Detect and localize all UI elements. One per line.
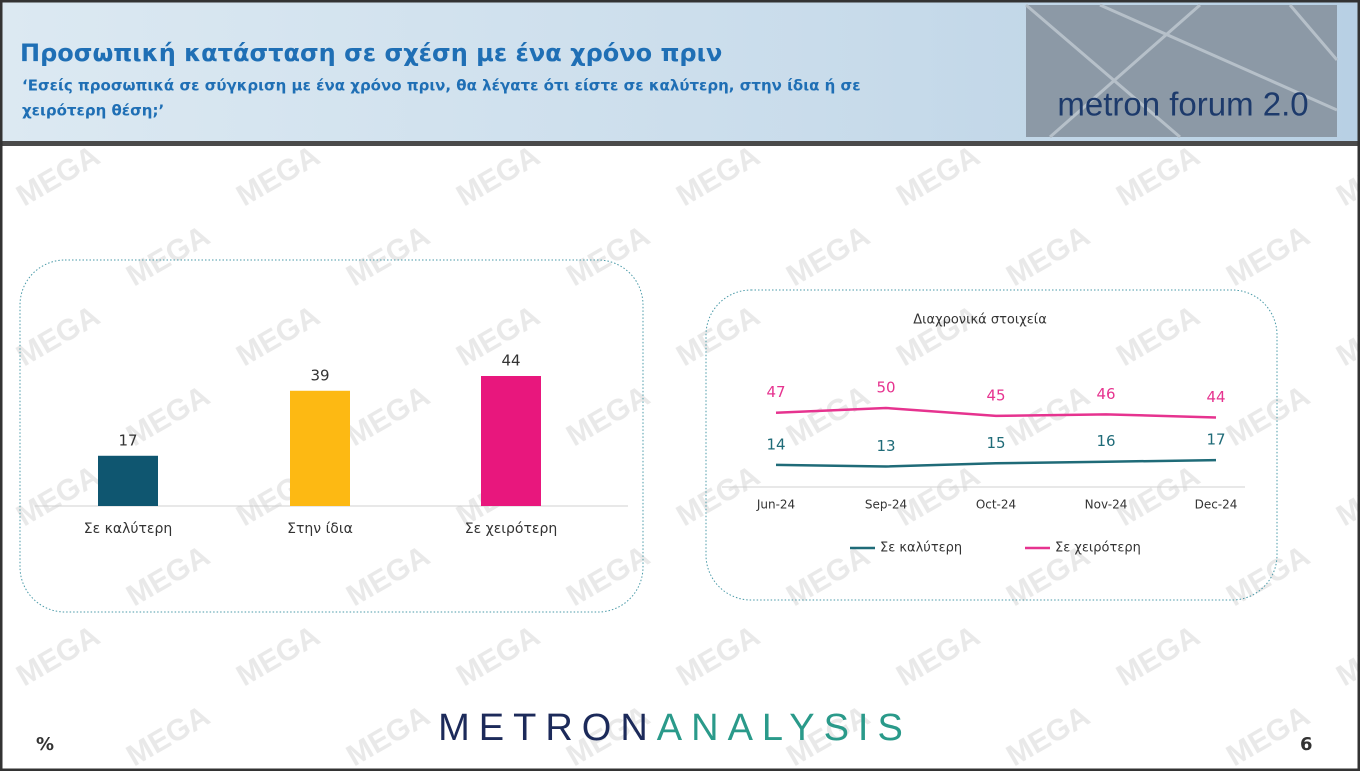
value-label: 44 bbox=[501, 352, 520, 370]
watermark: MEGA bbox=[561, 539, 655, 613]
brand-second: ANALYSIS bbox=[657, 707, 912, 749]
category-label: Σε καλύτερη bbox=[84, 521, 172, 537]
watermark: MEGA bbox=[231, 619, 325, 693]
category-label: Σε χειρότερη bbox=[465, 521, 557, 537]
legend-label: Σε χειρότερη bbox=[1055, 541, 1141, 556]
brand-first: METRON bbox=[438, 707, 657, 749]
x-tick-label: Jun-24 bbox=[756, 498, 795, 512]
x-tick-label: Nov-24 bbox=[1085, 498, 1128, 512]
watermark: MEGA bbox=[1331, 459, 1360, 533]
chart-title: Διαχρονικά στοιχεία bbox=[913, 313, 1047, 328]
watermark: MEGA bbox=[121, 699, 215, 771]
bar bbox=[98, 455, 158, 506]
watermark: MEGA bbox=[781, 539, 875, 613]
value-label: 47 bbox=[766, 383, 785, 401]
value-label: 16 bbox=[1096, 432, 1115, 450]
watermark: MEGA bbox=[1111, 459, 1205, 533]
line bbox=[775, 458, 1217, 468]
bar bbox=[481, 376, 541, 506]
watermark: MEGA bbox=[451, 299, 545, 373]
value-label: 13 bbox=[876, 437, 895, 455]
watermark: MEGA bbox=[121, 219, 215, 293]
bar bbox=[290, 390, 350, 506]
brand: METRONANALYSIS bbox=[438, 707, 912, 749]
watermark: MEGA bbox=[671, 619, 765, 693]
slide-title: Προσωπική κατάσταση σε σχέση με ένα χρόν… bbox=[20, 39, 722, 67]
logo-decor bbox=[1025, 3, 1339, 139]
category-label: Στην ίδια bbox=[287, 521, 353, 537]
watermark: MEGA bbox=[781, 219, 875, 293]
watermark: MEGA bbox=[1331, 619, 1360, 693]
watermark: MEGA bbox=[1221, 219, 1315, 293]
value-label: 17 bbox=[118, 431, 137, 449]
watermark: MEGA bbox=[1221, 379, 1315, 453]
watermark: MEGA bbox=[561, 219, 655, 293]
watermark: MEGA bbox=[341, 539, 435, 613]
watermark: MEGA bbox=[891, 299, 985, 373]
x-tick-label: Oct-24 bbox=[976, 498, 1016, 512]
watermark: MEGA bbox=[1001, 219, 1095, 293]
unit-label: % bbox=[36, 734, 54, 755]
slide-subtitle: χειρότερη θέση;’ bbox=[22, 102, 164, 120]
value-label: 46 bbox=[1096, 385, 1115, 403]
chart-frame bbox=[705, 289, 1278, 601]
watermark: MEGA bbox=[341, 219, 435, 293]
value-label: 39 bbox=[310, 366, 329, 384]
watermark: MEGA bbox=[11, 139, 105, 213]
value-label: 14 bbox=[766, 435, 785, 453]
watermark: MEGA bbox=[1221, 539, 1315, 613]
value-label: 50 bbox=[876, 379, 895, 397]
logo-box bbox=[1026, 5, 1337, 137]
chart-frame bbox=[19, 259, 644, 613]
watermark: MEGA bbox=[671, 139, 765, 213]
watermark: MEGA bbox=[891, 139, 985, 213]
line bbox=[775, 406, 1217, 419]
watermark: MEGA bbox=[11, 299, 105, 373]
watermark: MEGA bbox=[451, 619, 545, 693]
watermark: MEGA bbox=[891, 459, 985, 533]
watermark: MEGA bbox=[561, 379, 655, 453]
header-rule bbox=[0, 141, 1360, 146]
watermark: MEGA bbox=[1111, 619, 1205, 693]
page-number: 6 bbox=[1300, 734, 1313, 755]
logo-text: metron forum 2.0 bbox=[1057, 86, 1308, 123]
watermark: MEGA bbox=[891, 619, 985, 693]
watermark: MEGA bbox=[341, 379, 435, 453]
slide-subtitle: ‘Εσείς προσωπικά σε σύγκριση με ένα χρόν… bbox=[22, 77, 861, 95]
watermark: MEGA bbox=[671, 459, 765, 533]
watermark: MEGA bbox=[1331, 299, 1360, 373]
watermark: MEGA bbox=[1001, 699, 1095, 771]
watermark: MEGA bbox=[231, 139, 325, 213]
watermark: MEGA bbox=[671, 299, 765, 373]
watermark: MEGA bbox=[121, 539, 215, 613]
value-label: 17 bbox=[1206, 431, 1225, 449]
watermark: MEGA bbox=[1111, 299, 1205, 373]
watermark: MEGA bbox=[1331, 139, 1360, 213]
x-tick-label: Dec-24 bbox=[1195, 498, 1238, 512]
value-label: 15 bbox=[986, 434, 1005, 452]
value-label: 44 bbox=[1206, 388, 1225, 406]
watermark: MEGA bbox=[231, 299, 325, 373]
value-label: 45 bbox=[986, 386, 1005, 404]
watermark: MEGA bbox=[341, 699, 435, 771]
watermark: MEGA bbox=[1111, 139, 1205, 213]
legend-label: Σε καλύτερη bbox=[880, 541, 962, 556]
watermark: MEGA bbox=[11, 619, 105, 693]
watermark: MEGA bbox=[781, 379, 875, 453]
x-tick-label: Sep-24 bbox=[865, 498, 907, 512]
watermark: MEGA bbox=[451, 139, 545, 213]
